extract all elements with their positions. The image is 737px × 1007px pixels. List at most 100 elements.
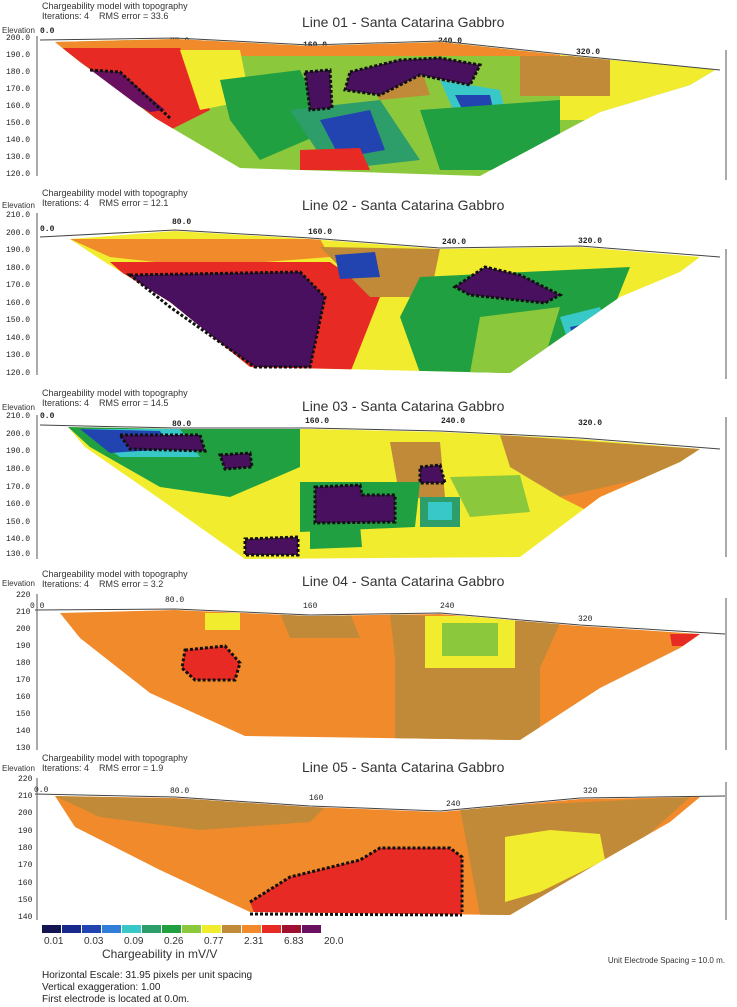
section-line-04: Chargeability model with topography Iter… xyxy=(0,568,737,758)
y-tick: 220 xyxy=(16,591,31,600)
model-header: Chargeability model with topography Iter… xyxy=(42,188,188,208)
x-tick: 160 xyxy=(309,794,324,803)
zone-cyan xyxy=(428,502,452,520)
zone-brown xyxy=(280,613,360,638)
y-tick: 160.0 xyxy=(6,299,31,308)
y-tick: 190 xyxy=(18,827,33,836)
legend-label: 0.03 xyxy=(84,936,104,947)
section-body xyxy=(60,610,700,740)
section-title: Line 01 - Santa Catarina Gabbro xyxy=(302,14,505,30)
y-tick: 170.0 xyxy=(6,483,31,492)
x-tick: 320 xyxy=(578,615,593,624)
y-tick: 140.0 xyxy=(6,535,31,544)
zone-purple xyxy=(120,435,205,451)
x-tick: 320.0 xyxy=(576,48,601,57)
legend-label: 0.09 xyxy=(124,936,144,947)
y-tick: 130.0 xyxy=(6,550,31,559)
elevation-label: Elevation xyxy=(2,764,35,773)
y-tick: 220 xyxy=(18,775,33,784)
electrode-spacing: Unit Electrode Spacing = 10.0 m. xyxy=(607,956,725,965)
x-tick: 320.0 xyxy=(578,237,603,246)
y-tick: 190.0 xyxy=(6,447,31,456)
y-tick: 180 xyxy=(16,659,31,668)
y-tick: 150.0 xyxy=(6,119,31,128)
y-tick: 170.0 xyxy=(6,85,31,94)
topography-line xyxy=(34,793,726,812)
zone-purple xyxy=(455,267,560,303)
zone-green xyxy=(420,100,560,170)
x-tick: 240.0 xyxy=(441,417,466,426)
first-electrode: First electrode is located at 0.0m. xyxy=(42,994,190,1005)
y-tick: 150 xyxy=(18,896,33,905)
zone-purple xyxy=(90,70,165,112)
legend-swatch xyxy=(142,925,161,933)
y-tick: 140.0 xyxy=(6,334,31,343)
elevation-label: Elevation xyxy=(2,201,35,210)
x-tick: 240 xyxy=(446,800,461,809)
y-tick: 130.0 xyxy=(6,153,31,162)
x-tick: 0.0 xyxy=(40,225,55,234)
y-tick: 140 xyxy=(18,913,33,922)
section-plot xyxy=(34,594,727,750)
zone-light-green xyxy=(450,475,530,517)
y-tick: 160 xyxy=(16,693,31,702)
section-title: Line 05 - Santa Catarina Gabbro xyxy=(302,759,505,775)
x-tick: 240.0 xyxy=(442,238,467,247)
legend-swatch xyxy=(182,925,201,933)
y-tick: 140 xyxy=(16,727,31,736)
vertical-exaggeration: Vertical exaggeration: 1.00 xyxy=(42,982,161,993)
legend-swatch xyxy=(222,925,241,933)
section-title: Line 03 - Santa Catarina Gabbro xyxy=(302,398,505,414)
y-tick: 180.0 xyxy=(6,264,31,273)
y-tick: 170.0 xyxy=(6,281,31,290)
legend-swatches xyxy=(42,925,321,933)
x-tick: 80.0 xyxy=(172,420,192,429)
zone-yellow xyxy=(505,830,605,902)
elevation-label: Elevation xyxy=(2,579,35,588)
x-tick: 160.0 xyxy=(305,417,330,426)
y-tick: 210.0 xyxy=(6,412,31,421)
zone-brown xyxy=(500,435,700,497)
zone-purple xyxy=(245,537,298,555)
section-title: Line 04 - Santa Catarina Gabbro xyxy=(302,573,505,589)
legend-swatch xyxy=(62,925,81,933)
x-tick: 80.0 xyxy=(170,787,190,796)
legend-swatch xyxy=(262,925,281,933)
x-tick: 160 xyxy=(303,602,318,611)
y-tick: 170 xyxy=(18,861,33,870)
x-tick: 160.0 xyxy=(303,41,328,50)
legend-swatch xyxy=(122,925,141,933)
y-tick: 180.0 xyxy=(6,68,31,77)
zone-purple xyxy=(315,485,395,523)
anomaly-outline xyxy=(117,433,208,453)
y-tick: 150.0 xyxy=(6,518,31,527)
zone-purple xyxy=(420,465,445,483)
y-tick: 180 xyxy=(18,844,33,853)
section-plot xyxy=(34,778,727,920)
y-tick: 150.0 xyxy=(6,316,31,325)
x-tick: 240.0 xyxy=(438,37,463,46)
horizontal-scale: Horizontal Escale: 31.95 pixels per unit… xyxy=(42,970,253,981)
section-plot xyxy=(36,213,727,379)
color-legend: 0.01 0.03 0.09 0.26 0.77 2.31 6.83 20.0 Chargea… xyxy=(42,925,343,965)
section-plot xyxy=(36,36,727,180)
section-line-01: Chargeability model with topography Iter… xyxy=(0,0,737,190)
x-tick: 80.0 xyxy=(165,596,185,605)
zone-red xyxy=(670,634,700,646)
anomaly-outline xyxy=(180,644,242,682)
y-tick: 160.0 xyxy=(6,500,31,509)
topography-line xyxy=(34,608,726,635)
legend-swatch xyxy=(242,925,261,933)
legend-label: 0.01 xyxy=(44,936,64,947)
x-tick: 160.0 xyxy=(308,228,333,237)
x-tick: 0.0 xyxy=(40,27,55,36)
footer-notes: Horizontal Escale: 31.95 pixels per unit… xyxy=(42,970,252,1006)
section-title: Line 02 - Santa Catarina Gabbro xyxy=(302,197,505,213)
legend-swatch xyxy=(302,925,321,933)
zone-green xyxy=(220,70,330,160)
zone-yellow xyxy=(205,613,240,630)
model-header: Chargeability model with topography Iter… xyxy=(42,1,188,21)
zone-light-green xyxy=(470,307,560,373)
y-tick: 180.0 xyxy=(6,465,31,474)
zone-red xyxy=(182,646,240,680)
